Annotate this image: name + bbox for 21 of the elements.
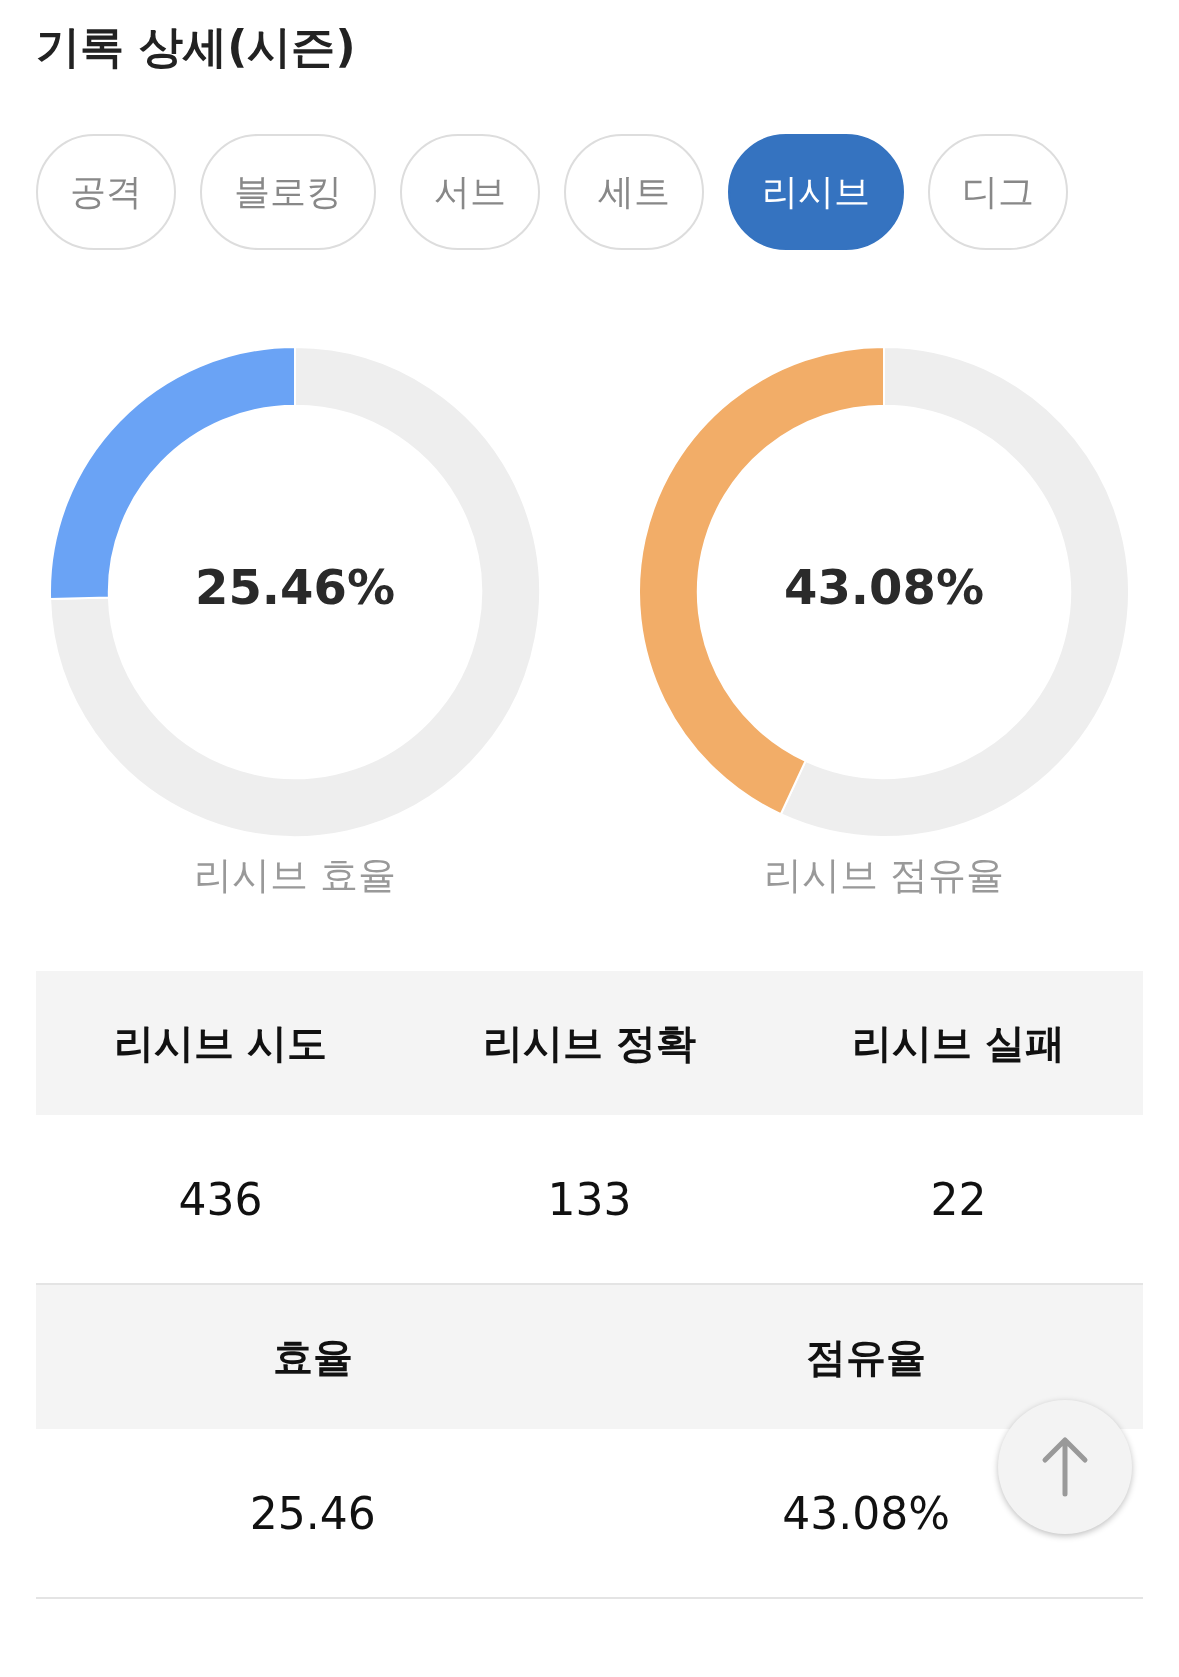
category-label: 세트 bbox=[564, 134, 704, 250]
text: 133 bbox=[547, 1173, 632, 1225]
data-label: 25.46% bbox=[194, 559, 395, 616]
category-label: 블로킹 bbox=[200, 134, 376, 250]
text: 기록 상세(시즌) bbox=[36, 20, 357, 74]
category-label: 디그 bbox=[928, 134, 1068, 250]
text: 리시브 점유율 bbox=[764, 852, 1005, 899]
category-label: 서브 bbox=[400, 134, 540, 250]
data-label: 43.08% bbox=[784, 559, 985, 616]
category-label: 공격 bbox=[36, 134, 176, 250]
category-label: 리시브 실패 bbox=[850, 1018, 1067, 1068]
category-label: 효율 bbox=[271, 1332, 354, 1382]
text: 43.08% bbox=[782, 1487, 951, 1539]
text: 436 bbox=[178, 1173, 263, 1225]
text: 25.46 bbox=[249, 1487, 376, 1539]
category-label: 리시브 bbox=[728, 134, 904, 250]
text: 리시브 효율 bbox=[193, 852, 396, 899]
category-label: 점유율 bbox=[805, 1332, 928, 1382]
text: 22 bbox=[930, 1173, 987, 1225]
category-label: 리시브 정확 bbox=[481, 1018, 698, 1068]
category-label: 리시브 시도 bbox=[112, 1018, 329, 1068]
